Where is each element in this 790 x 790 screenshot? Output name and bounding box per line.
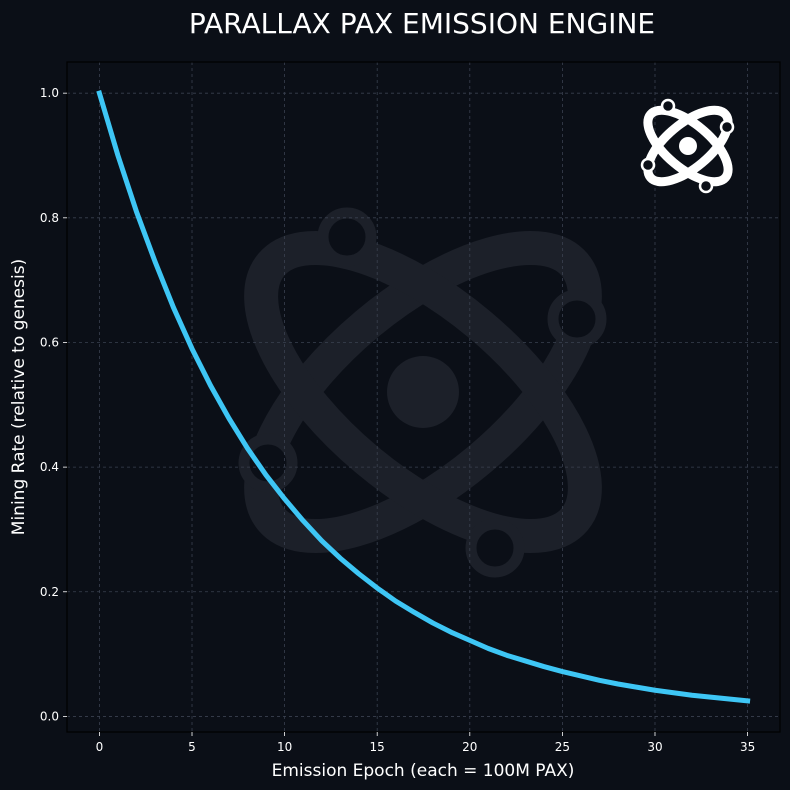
- series-layer: [96, 90, 751, 704]
- x-tick-label: 25: [555, 740, 570, 754]
- y-axis-label: Mining Rate (relative to genesis): [9, 259, 29, 535]
- logo-orbit: [643, 105, 733, 187]
- logo-electron: [660, 98, 676, 114]
- y-axis: 0.0 0.2 0.4 0.6 0.8 1.0: [40, 86, 67, 723]
- watermark-nucleus: [387, 356, 459, 428]
- logo-electron: [719, 119, 735, 135]
- grid: [67, 62, 780, 732]
- y-tick-label: 0.2: [40, 585, 59, 599]
- logo-electron: [640, 157, 656, 173]
- x-tick-label: 30: [647, 740, 662, 754]
- watermark-electron: [317, 207, 377, 267]
- logo-orbit: [643, 105, 733, 187]
- watermark-electron: [238, 433, 298, 493]
- axes-frame: [66, 61, 781, 733]
- x-tick-label: 0: [96, 740, 104, 754]
- watermark-electron: [547, 289, 607, 349]
- logo-electron: [698, 178, 714, 194]
- atom-watermark-icon: [238, 207, 607, 578]
- plot-frame: [66, 61, 781, 733]
- y-tick-label: 0.8: [40, 211, 59, 225]
- x-axis-label: Emission Epoch (each = 100M PAX): [272, 761, 575, 781]
- x-tick-label: 5: [188, 740, 196, 754]
- atom-icon: [640, 98, 735, 194]
- chart-title: PARALLAX PAX EMISSION ENGINE: [189, 7, 655, 40]
- x-tick-label: 15: [370, 740, 385, 754]
- x-tick-label: 20: [462, 740, 477, 754]
- logo-nucleus: [679, 137, 697, 155]
- watermark-electron: [465, 518, 525, 578]
- x-tick-label: 10: [277, 740, 292, 754]
- watermark-orbit: [244, 230, 602, 554]
- series-line: [96, 90, 751, 704]
- y-tick-label: 0.0: [40, 709, 59, 723]
- x-tick-label: 35: [740, 740, 755, 754]
- x-axis: 0 5 10 15 20 25 30 35: [96, 732, 755, 754]
- y-tick-label: 0.6: [40, 335, 59, 349]
- y-tick-label: 0.4: [40, 460, 59, 474]
- y-tick-label: 1.0: [40, 86, 59, 100]
- watermark-orbit: [244, 230, 602, 554]
